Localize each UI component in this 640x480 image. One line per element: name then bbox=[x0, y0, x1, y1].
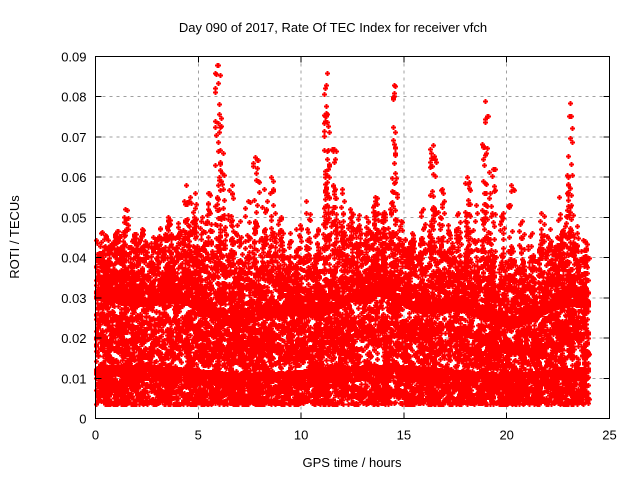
y-tick-label: 0.08 bbox=[61, 90, 86, 105]
x-axis-tick-labels: 0 5 10 15 20 25 bbox=[92, 428, 617, 443]
plot-frame bbox=[95, 56, 610, 419]
chart-title: Day 090 of 2017, Rate Of TEC Index for r… bbox=[179, 20, 487, 35]
axis-ticks bbox=[95, 56, 610, 419]
y-tick-label: 0.02 bbox=[61, 331, 86, 346]
x-tick-label: 15 bbox=[397, 428, 411, 443]
scatter-markers bbox=[94, 63, 592, 407]
plot-border bbox=[95, 56, 610, 419]
y-tick-label: 0.09 bbox=[61, 50, 86, 65]
y-tick-label: 0.01 bbox=[61, 371, 86, 386]
x-axis-label: GPS time / hours bbox=[303, 455, 402, 470]
x-tick-label: 5 bbox=[195, 428, 202, 443]
y-axis-label: ROTI / TECUs bbox=[7, 195, 22, 279]
x-tick-label: 20 bbox=[499, 428, 513, 443]
y-tick-label: 0.06 bbox=[61, 170, 86, 185]
x-tick-label: 10 bbox=[294, 428, 308, 443]
y-axis-tick-labels: 0 0.01 0.02 0.03 0.04 0.05 0.06 0.07 0.08 0.09 bbox=[61, 50, 86, 427]
y-tick-label: 0.03 bbox=[61, 291, 86, 306]
y-tick-label: 0.07 bbox=[61, 130, 86, 145]
y-tick-label: 0.05 bbox=[61, 210, 86, 225]
data-points-layer bbox=[94, 63, 592, 407]
x-tick-label: 25 bbox=[602, 428, 616, 443]
y-tick-label: 0.04 bbox=[61, 251, 86, 266]
x-tick-label: 0 bbox=[92, 428, 99, 443]
y-tick-label: 0 bbox=[79, 412, 86, 427]
